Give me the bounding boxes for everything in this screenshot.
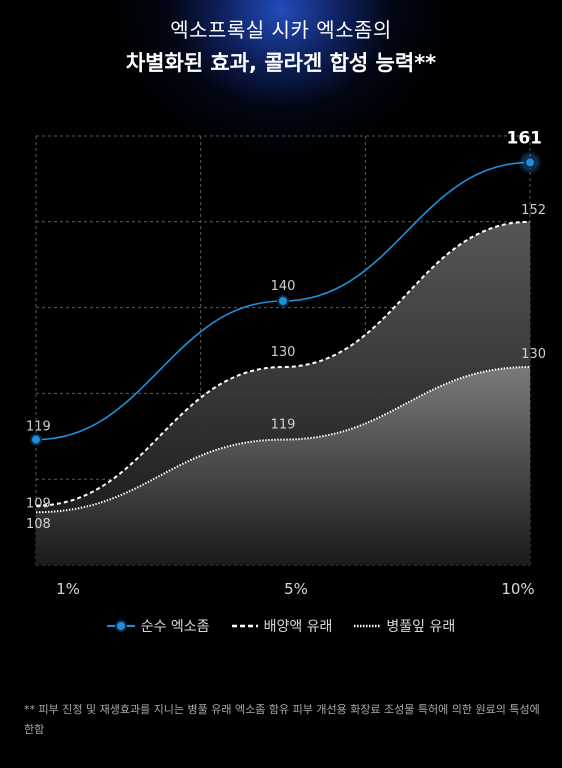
series-line-dashed [35, 220, 531, 507]
legend-dashed-line-icon [231, 624, 258, 628]
x-tick-label: 1% [56, 580, 80, 598]
data-label: 109 [26, 497, 51, 512]
x-tick-label: 5% [284, 580, 308, 598]
footnote: ** 피부 진정 및 재생효과를 지니는 병풀 유래 엑소좀 함유 피부 개선용… [24, 703, 540, 736]
legend-label: 병풀잎 유래 [386, 619, 456, 635]
area-fills [36, 221, 530, 566]
x-axis-ticks: 1% 5% 10% [56, 580, 535, 598]
title-line-1: 엑소프록실 시카 엑소좀의 [170, 18, 392, 42]
data-label: 119 [26, 420, 51, 435]
legend-label: 순수 엑소좀 [140, 619, 210, 635]
legend-item-centella-leaf: 병풀잎 유래 [354, 616, 455, 636]
area-fill-dotted [36, 367, 530, 565]
legend-solid-line-icon [106, 620, 135, 632]
data-points [30, 150, 542, 446]
legend-item-pure-exosome: 순수 엑소좀 [106, 616, 210, 636]
data-label: 130 [271, 345, 296, 360]
legend: 순수 엑소좀 배양액 유래 병풀잎 유래 [0, 616, 562, 636]
data-point [524, 156, 536, 169]
data-labels: 119 140 161 109 130 152 108 119 130 [26, 128, 546, 532]
legend-dotted-line-icon [354, 624, 381, 628]
data-point [30, 433, 42, 446]
data-label: 152 [521, 203, 546, 218]
data-label: 130 [521, 347, 546, 362]
data-label: 119 [271, 418, 296, 433]
data-point [277, 295, 289, 307]
legend-label: 배양액 유래 [263, 619, 333, 635]
data-label: 140 [271, 279, 296, 294]
title-line-2: 차별화된 효과, 콜라겐 합성 능력** [125, 51, 437, 75]
x-tick-label: 10% [501, 580, 534, 598]
data-label: 108 [26, 517, 51, 532]
data-label: 161 [507, 128, 543, 148]
legend-item-culture-medium: 배양액 유래 [231, 616, 333, 636]
